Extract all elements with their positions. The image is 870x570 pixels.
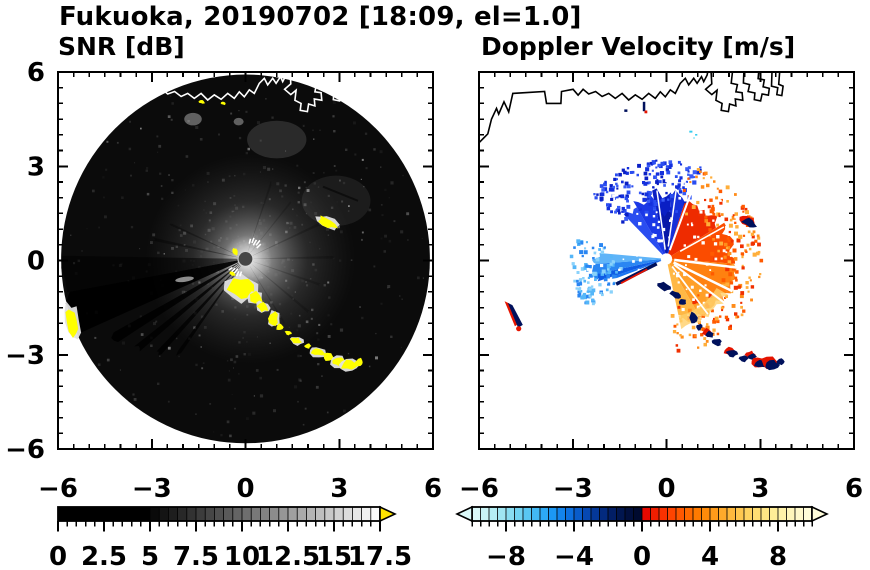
doppler-white-gap-rays (656, 188, 740, 315)
snr-bright-smudges (175, 112, 371, 283)
doppler-coastline (479, 72, 709, 144)
snr-radar-origin (238, 252, 253, 266)
colorbar-tick-label: 0 (633, 542, 651, 570)
doppler-axes (477, 70, 856, 451)
doppler-harbor-outline-2 (770, 72, 784, 97)
colorbar-tick-label: 10 (224, 542, 260, 570)
doppler-plot-area (479, 72, 785, 371)
colorbar-over-arrow (811, 505, 829, 523)
doppler-red-streak (620, 268, 648, 285)
doppler-terrain-layer (657, 215, 785, 371)
x-tick-label: −6 (459, 474, 499, 504)
snr-plot-area (58, 72, 430, 444)
snr-clutter-layer (64, 100, 363, 372)
colorbar-tick-label: 0 (49, 542, 67, 570)
x-tick-label: −3 (553, 474, 593, 504)
colorbar-tick-label: −4 (554, 542, 594, 570)
doppler-edge-strip-navy (507, 302, 523, 328)
colorbar-over-arrow (379, 505, 397, 523)
colorbar-tick-label: 12.5 (256, 542, 320, 570)
x-tick-label: −3 (132, 474, 172, 504)
colorbar-tick-label: 17.5 (348, 542, 412, 570)
y-tick-label: 0 (27, 247, 45, 277)
approaching-blue-fan (593, 159, 702, 255)
x-tick-label: 0 (657, 474, 675, 504)
snr-harbor-outline-2 (349, 72, 363, 97)
x-tick-label: 0 (236, 474, 254, 504)
snr-axes (56, 70, 435, 451)
snr-harbor-outline-1 (321, 72, 350, 102)
colorbar-tick-label: 2.5 (81, 542, 127, 570)
colorbar-tick-label: 4 (701, 542, 719, 570)
snr-panel-title: SNR [dB] (58, 32, 185, 61)
y-tick-label: −3 (5, 341, 45, 371)
snr-center-dashes (228, 237, 262, 277)
snr-coastline (58, 72, 288, 144)
y-tick-label: 6 (27, 58, 45, 88)
doppler-panel-title: Doppler Velocity [m/s] (481, 32, 796, 61)
velocity-colorbar (455, 505, 829, 532)
x-tick-label: −6 (38, 474, 78, 504)
x-tick-label: 6 (424, 474, 442, 504)
x-tick-label: 3 (330, 474, 348, 504)
y-tick-label: 3 (27, 152, 45, 182)
figure-title: Fukuoka, 20190702 [18:09, el=1.0] (59, 2, 582, 32)
doppler-harbor-outline-1 (742, 72, 771, 102)
doppler-harbor-outline-0 (704, 72, 744, 113)
snr-shadow-wedges (61, 181, 335, 356)
colorbar-tick-label: 8 (769, 542, 787, 570)
snr-dark-streak (322, 185, 359, 202)
snr-colorbar (57, 505, 397, 532)
y-tick-label: −6 (5, 435, 45, 465)
x-tick-label: 3 (751, 474, 769, 504)
doppler-radar-origin (661, 253, 672, 265)
x-tick-label: 6 (845, 474, 863, 504)
colorbar-tick-label: 5 (141, 542, 159, 570)
doppler-coast-specks (624, 101, 698, 139)
colorbar-under-arrow (455, 505, 473, 523)
colorbar-tick-label: −8 (486, 542, 526, 570)
colorbar-tick-label: 15 (316, 542, 352, 570)
west-cyan-wedge (569, 239, 662, 306)
colorbar-tick-label: 7.5 (173, 542, 219, 570)
snr-harbor-outline-0 (283, 72, 323, 113)
